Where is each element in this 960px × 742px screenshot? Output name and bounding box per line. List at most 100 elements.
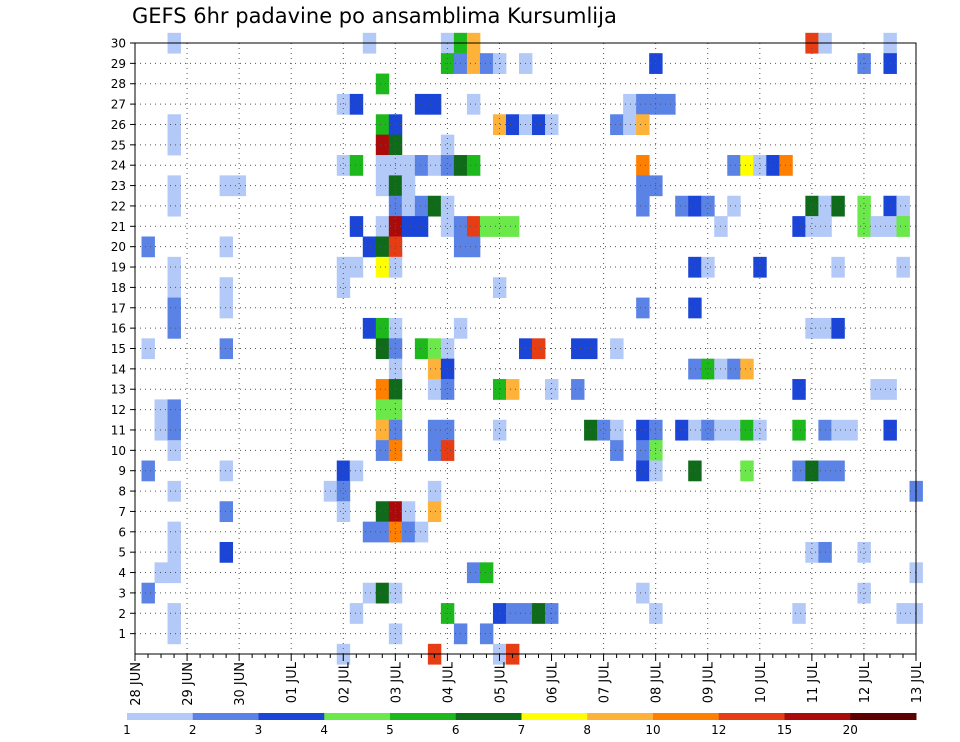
heatmap-cell — [479, 53, 494, 74]
heatmap-cell — [362, 236, 377, 258]
colorbar-swatch — [784, 713, 851, 720]
heatmap-cell — [831, 256, 845, 278]
y-tick-label: 12 — [111, 403, 126, 417]
x-axis-ticks: 28 JUN 29 JUN 30 JUN 01 JUL 02 JUL 03 JUL 04 J… — [129, 654, 925, 706]
heatmap-cell — [688, 460, 702, 482]
heatmap-cell — [375, 236, 390, 258]
colorbar-label: 7 — [518, 723, 526, 737]
heatmap-cell — [779, 155, 793, 176]
heatmap-cell — [375, 379, 390, 400]
heatmap-cell — [688, 256, 702, 278]
heatmap-cell — [675, 419, 689, 441]
chart-title: GEFS 6hr padavine po ansamblima Kursumli… — [132, 4, 617, 28]
heatmap-cell — [375, 114, 390, 136]
heatmap-cell — [688, 419, 702, 441]
heatmap-cell — [167, 623, 181, 645]
heatmap-cell — [427, 358, 442, 380]
heatmap-cell — [375, 175, 390, 197]
colorbar-swatch — [192, 713, 259, 720]
heatmap-cell — [167, 317, 181, 339]
heatmap-cell — [349, 216, 364, 237]
heatmap-cell — [740, 460, 754, 482]
heatmap-cell — [167, 134, 181, 156]
heatmap-cell — [349, 93, 364, 115]
heatmap-cell — [610, 419, 624, 441]
heatmap-cell — [401, 501, 416, 523]
heatmap-cell — [375, 73, 390, 95]
heatmap-cell — [597, 419, 611, 441]
plot-grid — [135, 42, 916, 654]
heatmap-cell — [479, 623, 494, 645]
heatmap-cell — [636, 175, 650, 197]
heatmap-cell — [896, 216, 910, 237]
heatmap-cell — [636, 93, 650, 115]
heatmap-cell — [636, 582, 650, 604]
heatmap-cell — [440, 379, 455, 400]
heatmap-cell — [362, 317, 377, 339]
heatmap-cell — [831, 317, 845, 339]
heatmap-cell — [857, 195, 871, 217]
heatmap-cell — [362, 582, 377, 604]
x-tick-label: 10 JUL — [754, 661, 769, 703]
heatmap-cell — [610, 338, 624, 360]
heatmap-cell — [154, 399, 168, 421]
y-tick-label: 6 — [118, 525, 126, 539]
heatmap-cell — [427, 419, 442, 441]
heatmap-cell — [805, 541, 819, 563]
heatmap-cell — [167, 256, 181, 278]
heatmap-cell — [545, 379, 559, 400]
x-tick-label: 01 JUL — [285, 661, 300, 703]
y-tick-label: 9 — [118, 464, 126, 478]
heatmap-cell — [414, 155, 429, 176]
heatmap-cell — [805, 460, 819, 482]
x-tick-label: 29 JUN — [181, 662, 196, 706]
x-tick-label: 13 JUL — [910, 661, 925, 703]
y-tick-label: 5 — [118, 546, 126, 560]
y-tick-label: 20 — [111, 240, 126, 254]
x-tick-label: 30 JUN — [233, 662, 248, 706]
heatmap-cell — [636, 419, 650, 441]
heatmap-cell — [896, 195, 910, 217]
heatmap-cell — [492, 277, 507, 298]
x-tick-label: 05 JUL — [494, 661, 509, 703]
heatmap-cell — [688, 358, 702, 380]
heatmap-cell — [349, 460, 364, 482]
heatmap-cell — [792, 379, 806, 400]
heatmap-cell — [831, 419, 845, 441]
heatmap-cell — [375, 399, 390, 421]
heatmap-cell — [141, 460, 155, 482]
y-tick-label: 3 — [118, 586, 126, 600]
heatmap-cell — [440, 216, 455, 237]
heatmap-cell — [688, 195, 702, 217]
y-tick-label: 18 — [111, 281, 126, 295]
heatmap-cell — [219, 297, 234, 319]
heatmap-cell — [167, 480, 181, 502]
heatmap-cell — [375, 501, 390, 523]
heatmap-cell — [727, 419, 741, 441]
heatmap-cell — [857, 216, 871, 237]
heatmap-cell — [414, 195, 429, 217]
y-tick-label: 28 — [111, 77, 126, 91]
heatmap-cell — [440, 134, 455, 156]
heatmap-cell — [636, 155, 650, 176]
heatmap-cell — [349, 603, 364, 624]
y-tick-label: 7 — [118, 505, 126, 519]
heatmap-cell — [167, 562, 181, 584]
heatmap-cell — [466, 216, 481, 237]
heatmap-cell — [727, 195, 741, 217]
heatmap-cell — [610, 440, 624, 461]
colorbar-label: 5 — [386, 723, 394, 737]
heatmap-cell — [401, 195, 416, 217]
heatmap-cell — [375, 338, 390, 360]
colorbar-label: 12 — [711, 723, 726, 737]
heatmap-cell — [167, 297, 181, 319]
heatmap-cell — [401, 155, 416, 176]
heatmap-cell — [375, 134, 390, 156]
heatmap-cell — [701, 195, 715, 217]
heatmap-cell — [740, 358, 754, 380]
heatmap-cell — [805, 195, 819, 217]
heatmap-cell — [167, 603, 181, 624]
heatmap-cell — [870, 379, 884, 400]
colorbar-swatch — [521, 713, 588, 720]
